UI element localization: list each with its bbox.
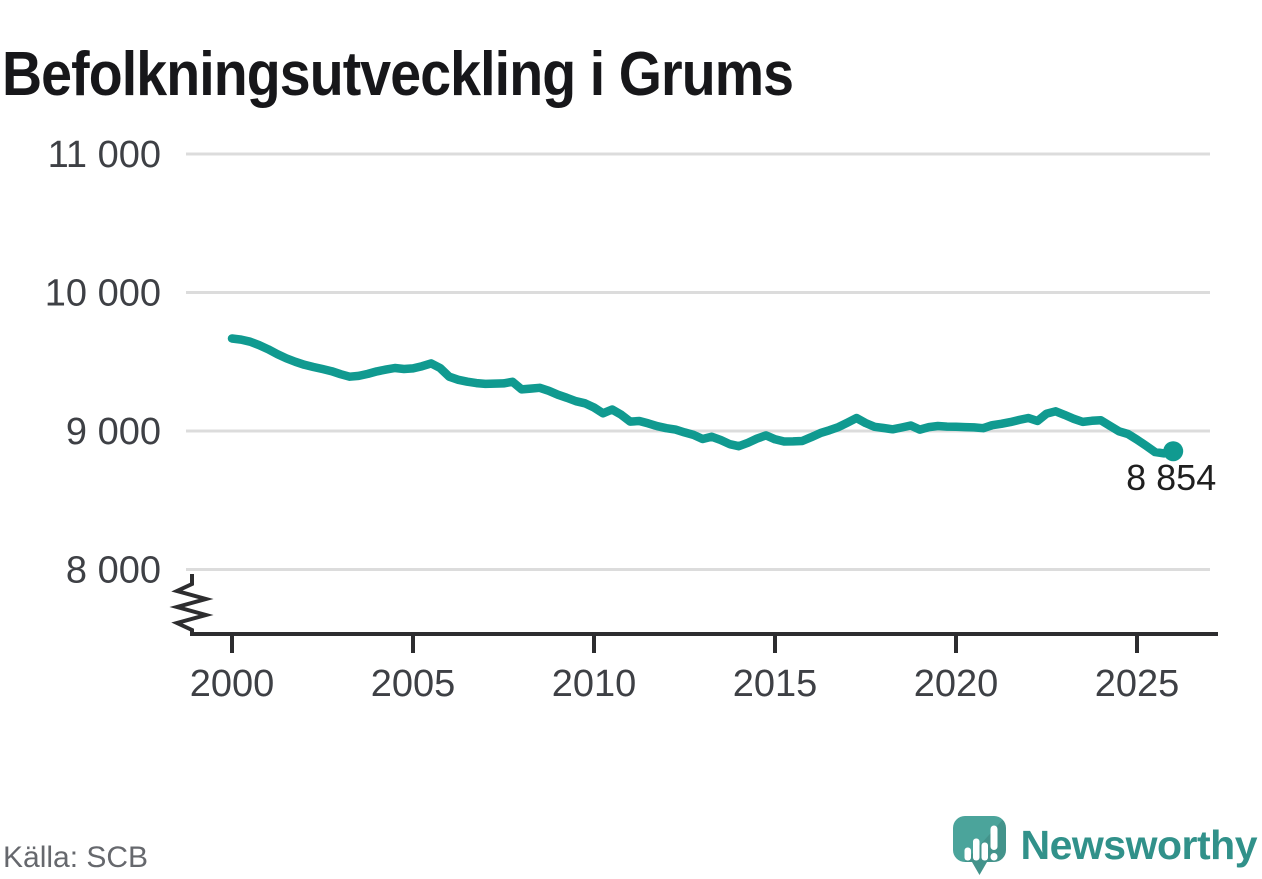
end-point-dot — [1163, 441, 1184, 462]
x-tick-label: 2005 — [371, 663, 456, 705]
series-line — [227, 334, 1184, 462]
x-tick-label: 2000 — [190, 663, 275, 705]
x-tick-label: 2025 — [1095, 663, 1180, 705]
x-axis-labels: 2000 2005 2010 2015 2020 2025 — [190, 663, 1180, 705]
newsworthy-bubble-chart-icon — [952, 815, 1006, 875]
x-axis — [190, 632, 1218, 653]
last-value-label: 8 854 — [1126, 457, 1216, 498]
x-tick-label: 2010 — [552, 663, 637, 705]
gridlines — [186, 152, 1210, 571]
y-tick-label: 9 000 — [66, 411, 161, 453]
axis-break-icon — [169, 574, 214, 636]
x-tick-label: 2020 — [914, 663, 999, 705]
population-line — [227, 334, 1178, 458]
newsworthy-wordmark: Newsworthy — [1020, 821, 1258, 868]
value-annotation: 8 854 — [1126, 457, 1216, 498]
y-tick-label: 10 000 — [45, 273, 161, 315]
axis-break-zigzag — [169, 574, 214, 636]
y-tick-label: 11 000 — [48, 134, 161, 176]
x-tick-label: 2015 — [733, 663, 818, 705]
source-note: Källa: SCB — [3, 841, 149, 874]
y-tick-label: 8 000 — [66, 550, 161, 592]
newsworthy-logo: Newsworthy — [952, 813, 1258, 877]
page-title: Befolkningsutveckling i Grums — [2, 39, 794, 109]
bar-chart-glyph — [964, 825, 997, 860]
y-axis-labels: 8 000 9 000 10 000 11 000 — [45, 134, 161, 592]
